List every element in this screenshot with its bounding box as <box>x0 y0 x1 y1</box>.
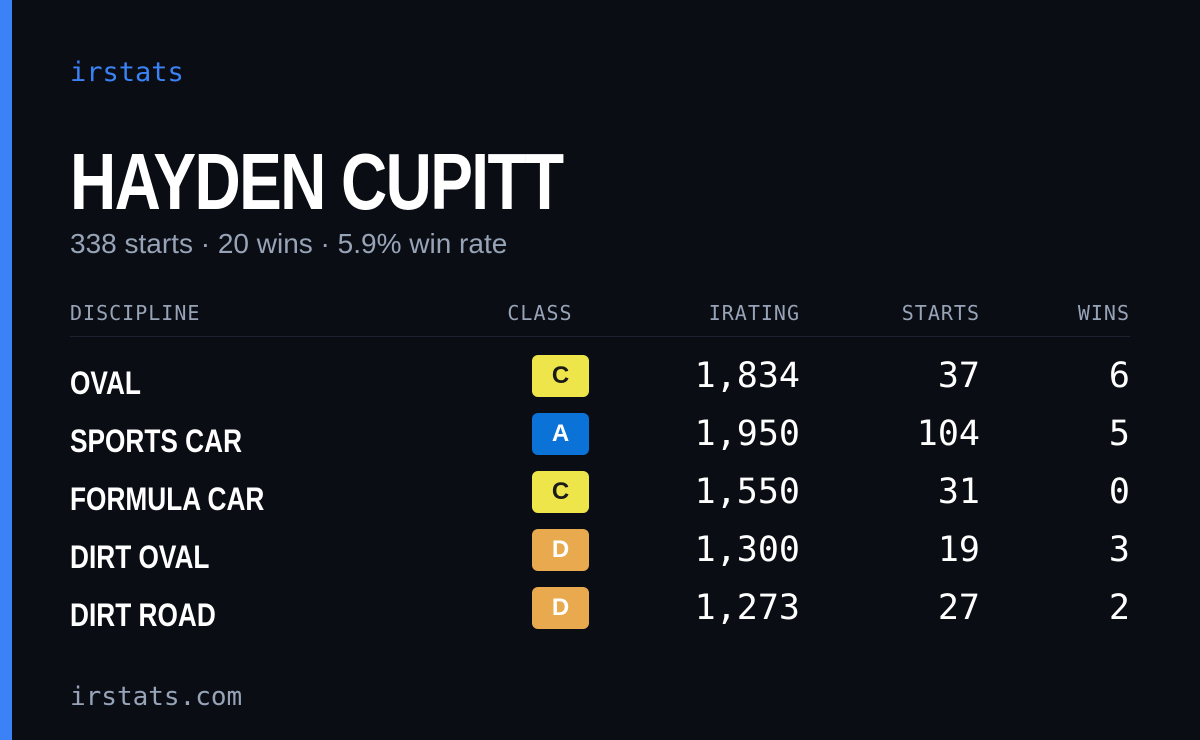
table-header: DISCIPLINE CLASS IRATING STARTS WINS <box>70 296 1130 337</box>
table-row: DIRT ROAD D 1,273 27 2 <box>70 585 1130 643</box>
row-starts: 31 <box>937 472 980 512</box>
row-starts: 19 <box>937 530 980 570</box>
row-irating: 1,300 <box>694 530 800 570</box>
license-class-badge: D <box>532 587 589 629</box>
row-discipline: FORMULA CAR <box>70 481 265 517</box>
row-starts: 27 <box>937 588 980 628</box>
table-body: OVAL C 1,834 37 6 SPORTS CAR A 1,950 104… <box>70 337 1130 643</box>
row-irating: 1,950 <box>694 414 800 454</box>
row-wins: 6 <box>1108 356 1130 396</box>
row-irating: 1,834 <box>694 356 800 396</box>
row-irating: 1,550 <box>694 472 800 512</box>
license-class-badge: A <box>532 413 589 455</box>
header-class: CLASS <box>507 301 573 325</box>
license-class-badge: C <box>532 471 589 513</box>
table-row: OVAL C 1,834 37 6 <box>70 353 1130 411</box>
row-discipline: SPORTS CAR <box>70 423 243 459</box>
license-class-badge: C <box>532 355 589 397</box>
player-summary: 338 starts · 20 wins · 5.9% win rate <box>70 228 508 259</box>
brand-logo: irstats <box>70 57 184 88</box>
header-irating: IRATING <box>708 301 800 325</box>
row-wins: 5 <box>1108 414 1130 454</box>
table-row: FORMULA CAR C 1,550 31 0 <box>70 469 1130 527</box>
accent-bar <box>0 0 12 740</box>
table-row: SPORTS CAR A 1,950 104 5 <box>70 411 1130 469</box>
header-discipline: DISCIPLINE <box>70 301 201 325</box>
row-wins: 0 <box>1108 472 1130 512</box>
stats-table: DISCIPLINE CLASS IRATING STARTS WINS OVA… <box>70 296 1130 643</box>
row-starts: 104 <box>916 414 980 454</box>
row-discipline: OVAL <box>70 365 141 401</box>
row-wins: 2 <box>1108 588 1130 628</box>
license-class-badge: D <box>532 529 589 571</box>
row-wins: 3 <box>1108 530 1130 570</box>
footer-url: irstats.com <box>70 682 243 712</box>
row-starts: 37 <box>937 356 980 396</box>
table-row: DIRT OVAL D 1,300 19 3 <box>70 527 1130 585</box>
header-starts: STARTS <box>901 301 980 325</box>
row-discipline: DIRT OVAL <box>70 539 210 575</box>
row-discipline: DIRT ROAD <box>70 597 216 633</box>
player-name: HAYDEN CUPITT <box>70 137 564 226</box>
row-irating: 1,273 <box>694 588 800 628</box>
header-wins: WINS <box>1077 301 1130 325</box>
